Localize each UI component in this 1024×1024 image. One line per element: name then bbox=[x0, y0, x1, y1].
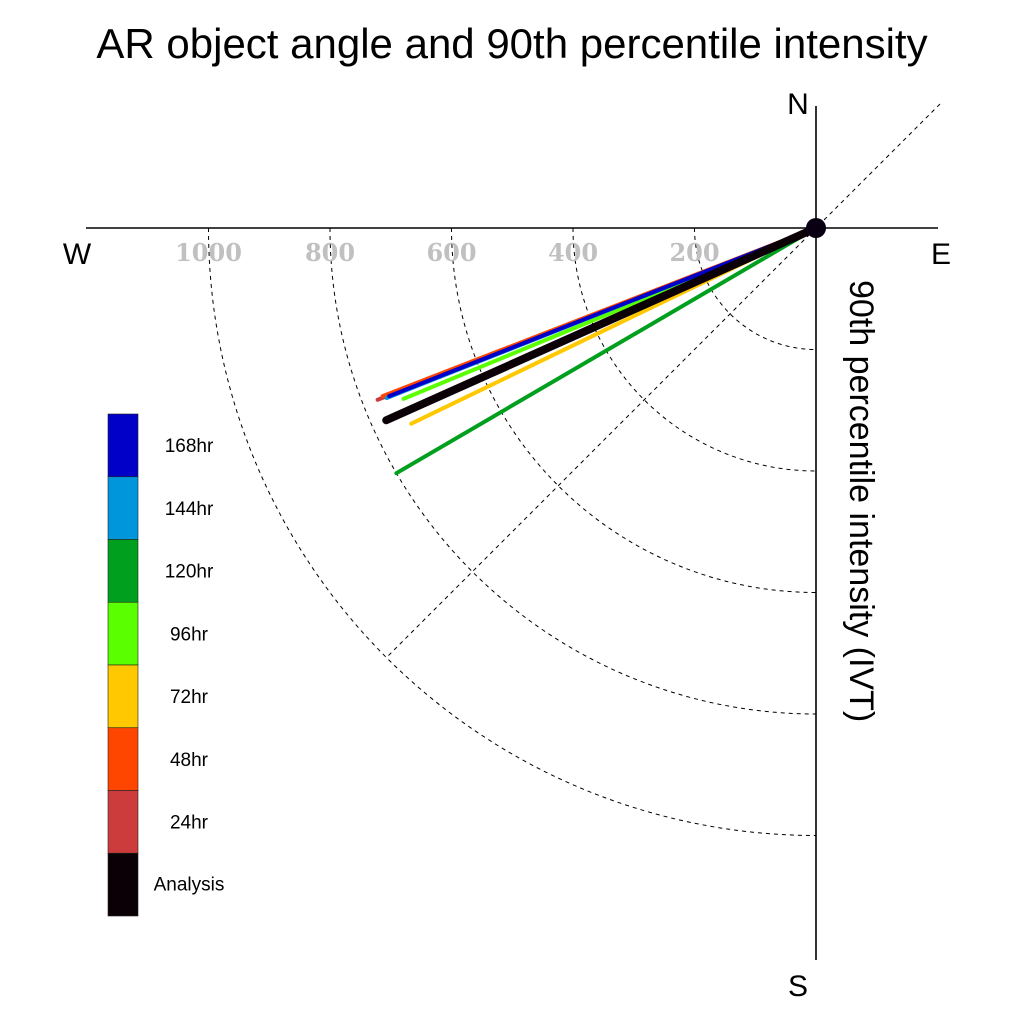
grid-arc-1000 bbox=[208, 227, 817, 836]
legend-swatch-72hr bbox=[107, 664, 139, 729]
legend-swatch-96hr bbox=[107, 601, 139, 666]
compass-west: W bbox=[63, 238, 92, 271]
legend-label-168hr: 168hr bbox=[165, 436, 214, 457]
radial-tick-labels: 200 400 600 800 1000 bbox=[175, 238, 719, 267]
polar-grid bbox=[208, 103, 941, 836]
radial-axis-label: 90th percentile intensity (IVT) bbox=[842, 280, 880, 722]
grid-diagonal bbox=[385, 103, 941, 659]
grid-arc-200 bbox=[694, 227, 817, 350]
legend: 168hr 144hr 120hr 96hr 72hr 48hr 24hr Analysis bbox=[107, 413, 225, 917]
legend-label-72hr: 72hr bbox=[170, 687, 209, 708]
legend-label-analysis: Analysis bbox=[154, 874, 225, 895]
compass-south: S bbox=[788, 970, 808, 1003]
compass-east: E bbox=[931, 238, 951, 271]
legend-swatch-144hr bbox=[107, 476, 139, 540]
legend-swatch-120hr bbox=[107, 539, 139, 603]
legend-label-48hr: 48hr bbox=[170, 750, 209, 771]
legend-label-144hr: 144hr bbox=[165, 499, 214, 520]
grid-arc-800 bbox=[329, 227, 817, 715]
radial-tick-label: 1000 bbox=[175, 238, 242, 267]
legend-label-24hr: 24hr bbox=[170, 813, 209, 834]
legend-swatch-analysis bbox=[107, 852, 139, 917]
radial-tick-label: 200 bbox=[669, 238, 719, 267]
series-lines bbox=[375, 224, 820, 476]
chart-title: AR object angle and 90th percentile inte… bbox=[96, 20, 927, 67]
legend-swatch-24hr bbox=[107, 790, 139, 854]
legend-label-96hr: 96hr bbox=[170, 624, 209, 645]
radial-tick-label: 600 bbox=[426, 238, 476, 267]
radial-tick-label: 800 bbox=[305, 238, 355, 267]
origin-marker bbox=[806, 218, 826, 238]
legend-label-120hr: 120hr bbox=[165, 562, 214, 583]
series-line-120hr bbox=[394, 226, 818, 476]
compass-north: N bbox=[787, 88, 809, 121]
radial-tick-label: 400 bbox=[548, 238, 598, 267]
legend-swatch-168hr bbox=[107, 413, 139, 478]
legend-swatch-48hr bbox=[107, 727, 139, 791]
series-line-analysis bbox=[382, 224, 820, 425]
